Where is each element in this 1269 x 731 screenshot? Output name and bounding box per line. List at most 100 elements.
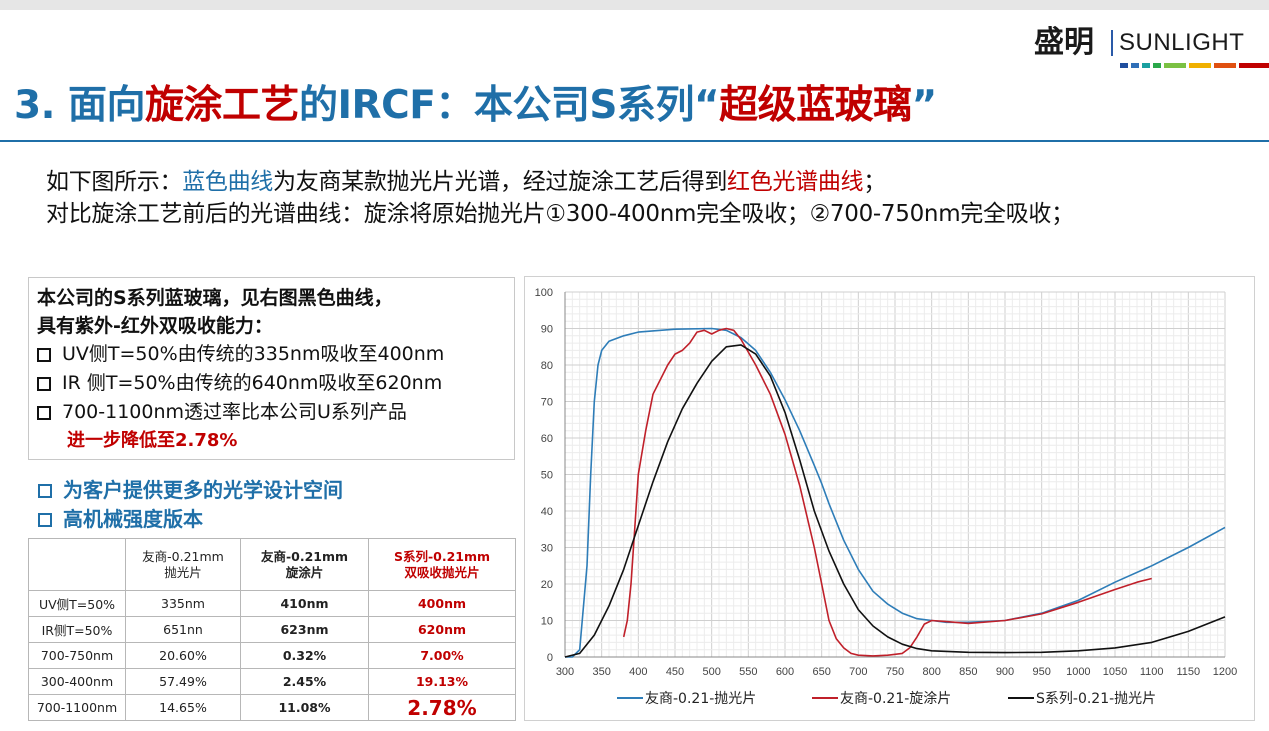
x-tick-label: 900 bbox=[996, 666, 1014, 678]
features-panel: 本公司的S系列蓝玻璃，见右图黑色曲线， 具有紫外-红外双吸收能力： UV侧T=5… bbox=[28, 277, 515, 460]
legend-label: 友商-0.21-抛光片 bbox=[645, 691, 756, 707]
x-tick-label: 400 bbox=[629, 666, 647, 678]
features-heading-2: 具有紫外-红外双吸收能力： bbox=[37, 315, 273, 337]
table-row: UV侧T=50% 335nm 410nm 400nm bbox=[28, 590, 516, 617]
x-tick-label: 800 bbox=[922, 666, 940, 678]
checkbox-icon bbox=[37, 347, 51, 362]
checkbox-icon bbox=[38, 483, 52, 498]
logo-swatch bbox=[1189, 63, 1211, 68]
logo-swatch bbox=[1239, 63, 1269, 68]
logo-swatch bbox=[1142, 63, 1150, 68]
y-tick-label: 90 bbox=[541, 324, 553, 336]
x-tick-label: 850 bbox=[959, 666, 977, 678]
table-header-cell bbox=[28, 538, 126, 591]
title-segment: 旋涂工艺 bbox=[145, 83, 300, 128]
y-tick-label: 20 bbox=[541, 579, 553, 591]
feature-item: 700-1100nm透过率比本公司U系列产品 bbox=[37, 398, 506, 427]
spectrum-chart-svg: 300 350 400 450 500 550 600 650 700 750 800 850 900 9… bbox=[535, 287, 1238, 707]
table-cell: 11.08% bbox=[240, 694, 369, 721]
x-tick-label: 500 bbox=[702, 666, 720, 678]
title-segment: 的IRCF：本公司S系列“ bbox=[299, 83, 720, 128]
intro-segment: 为友商某款抛光片光谱，经过旋涂工艺后得到 bbox=[273, 169, 728, 195]
y-tick-label: 60 bbox=[541, 433, 553, 445]
logo-swatch bbox=[1153, 63, 1161, 68]
x-tick-label: 550 bbox=[739, 666, 757, 678]
table-cell: 410nm bbox=[240, 590, 369, 617]
table-row: IR侧T=50% 651nn 623nm 620nm bbox=[28, 616, 516, 643]
table-cell: 2.78% bbox=[368, 694, 516, 721]
slide-title: 3. 面向旋涂工艺的IRCF：本公司S系列“超级蓝玻璃” bbox=[14, 80, 937, 132]
intro-segment: 如下图所示： bbox=[46, 169, 183, 195]
series-line-2 bbox=[622, 327, 1152, 657]
table-cell: IR侧T=50% bbox=[28, 616, 126, 643]
feature-text: 700-1100nm透过率比本公司U系列产品 bbox=[62, 401, 407, 423]
extra-item: 高机械强度版本 bbox=[38, 505, 343, 534]
x-tick-label: 600 bbox=[776, 666, 794, 678]
extra-item: 为客户提供更多的光学设计空间 bbox=[38, 476, 343, 505]
checkbox-icon bbox=[37, 376, 51, 391]
y-tick-label: 70 bbox=[541, 397, 553, 409]
logo-chinese: 盛明 bbox=[1034, 25, 1094, 60]
extra-text: 高机械强度版本 bbox=[63, 507, 203, 531]
x-tick-label: 300 bbox=[556, 666, 574, 678]
table-cell: 620nm bbox=[368, 616, 516, 643]
logo-swatch bbox=[1214, 63, 1236, 68]
table-cell: 20.60% bbox=[125, 642, 241, 669]
intro-text: 如下图所示：蓝色曲线为友商某款抛光片光谱，经过旋涂工艺后得到红色光谱曲线； 对比… bbox=[46, 166, 1074, 230]
extra-text: 为客户提供更多的光学设计空间 bbox=[63, 478, 343, 502]
logo-swatch bbox=[1131, 63, 1139, 68]
intro-line-1: 如下图所示：蓝色曲线为友商某款抛光片光谱，经过旋涂工艺后得到红色光谱曲线； bbox=[46, 166, 1074, 198]
x-tick-label: 450 bbox=[666, 666, 684, 678]
comparison-table: 友商-0.21mm 抛光片 友商-0.21mm 旋涂片 S系列-0.21mm 双吸收抛… bbox=[28, 538, 516, 721]
table-cell: 700-1100nm bbox=[28, 694, 126, 721]
legend-label: S系列-0.21-抛光片 bbox=[1036, 691, 1156, 707]
spectrum-chart: 300 350 400 450 500 550 600 650 700 750 800 850 900 9… bbox=[524, 276, 1255, 721]
x-tick-label: 750 bbox=[886, 666, 904, 678]
x-tick-label: 1050 bbox=[1103, 666, 1127, 678]
table-cell: 400nm bbox=[368, 590, 516, 617]
table-cell: 14.65% bbox=[125, 694, 241, 721]
table-cell: 700-750nm bbox=[28, 642, 126, 669]
table-cell: UV侧T=50% bbox=[28, 590, 126, 617]
intro-segment: 蓝色曲线 bbox=[182, 169, 274, 195]
x-tick-label: 350 bbox=[592, 666, 610, 678]
feature-item: IR 侧T=50%由传统的640nm吸收至620nm bbox=[37, 369, 506, 398]
table-header-cell: 友商-0.21mm 抛光片 bbox=[125, 538, 241, 591]
table-cell: 335nm bbox=[125, 590, 241, 617]
checkbox-icon bbox=[37, 405, 51, 420]
feature-text: IR 侧T=50%由传统的640nm吸收至620nm bbox=[62, 372, 443, 394]
feature-highlight: 进一步降低至2.78% bbox=[67, 430, 238, 451]
table-cell: 651nn bbox=[125, 616, 241, 643]
table-cell: 623nm bbox=[240, 616, 369, 643]
y-tick-label: 50 bbox=[541, 470, 553, 482]
table-cell: 7.00% bbox=[368, 642, 516, 669]
series-line-3 bbox=[564, 344, 1226, 658]
title-segment: ” bbox=[911, 83, 938, 128]
table-header-cell: S系列-0.21mm 双吸收抛光片 bbox=[368, 538, 516, 591]
table-header-row: 友商-0.21mm 抛光片 友商-0.21mm 旋涂片 S系列-0.21mm 双吸收抛… bbox=[28, 538, 516, 591]
table-cell: 2.45% bbox=[240, 668, 369, 695]
feature-item: UV侧T=50%由传统的335nm吸收至400nm bbox=[37, 340, 506, 369]
y-tick-label: 0 bbox=[547, 652, 553, 664]
extra-features: 为客户提供更多的光学设计空间 高机械强度版本 bbox=[38, 476, 343, 534]
table-header-cell: 友商-0.21mm 旋涂片 bbox=[240, 538, 369, 591]
y-tick-label: 40 bbox=[541, 506, 553, 518]
x-tick-label: 1200 bbox=[1213, 666, 1237, 678]
intro-segment: 红色光谱曲线 bbox=[727, 169, 864, 195]
y-tick-label: 30 bbox=[541, 543, 553, 555]
table-cell: 57.49% bbox=[125, 668, 241, 695]
y-tick-label: 80 bbox=[541, 360, 553, 372]
x-tick-label: 950 bbox=[1032, 666, 1050, 678]
company-logo: 盛明 SUNLIGHT bbox=[1034, 24, 1269, 72]
intro-segment: ； bbox=[863, 169, 886, 195]
logo-swatch bbox=[1164, 63, 1186, 68]
logo-english: SUNLIGHT bbox=[1119, 29, 1245, 56]
title-segment: 超级蓝玻璃 bbox=[719, 83, 912, 128]
x-tick-label: 1100 bbox=[1140, 666, 1164, 678]
logo-swatch bbox=[1120, 63, 1128, 68]
x-tick-label: 700 bbox=[849, 666, 867, 678]
feature-text: UV侧T=50%由传统的335nm吸收至400nm bbox=[62, 343, 445, 365]
checkbox-icon bbox=[38, 512, 52, 527]
table-row: 700-750nm 20.60% 0.32% 7.00% bbox=[28, 642, 516, 669]
x-tick-label: 650 bbox=[812, 666, 830, 678]
